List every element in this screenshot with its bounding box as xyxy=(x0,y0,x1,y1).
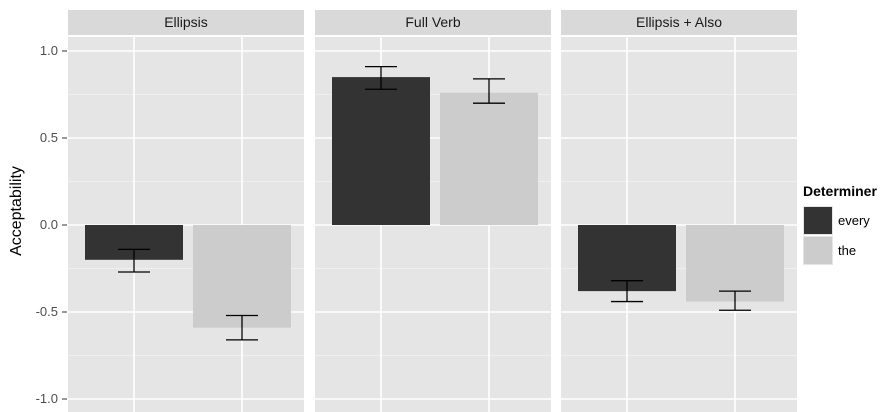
error-bar xyxy=(118,248,150,273)
legend-key-the xyxy=(804,237,832,264)
y-tick-label: 0.5 xyxy=(40,130,58,145)
facet-strip xyxy=(315,10,551,35)
facet-panel: Full Verb xyxy=(315,10,551,412)
facet-panels: Ellipsis Full Verb Ellipsis + Also xyxy=(68,10,797,412)
facet-strip xyxy=(68,10,304,35)
error-bar xyxy=(226,314,258,341)
y-axis-title: Acceptability xyxy=(8,166,25,256)
facet-panel: Ellipsis xyxy=(68,10,304,412)
facet-strip-label: Ellipsis + Also xyxy=(636,14,722,30)
bar-the xyxy=(686,225,784,302)
y-tick-label: 1.0 xyxy=(40,43,58,58)
bar-every xyxy=(332,77,430,225)
facet-strip xyxy=(561,10,797,35)
legend-label: every xyxy=(838,213,870,228)
error-bar xyxy=(473,78,505,104)
y-axis-ticks: 1.0 0.5 0.0 -0.5 -1.0 xyxy=(36,43,67,406)
legend-title: Determiner xyxy=(803,183,877,199)
bar-the xyxy=(193,225,291,328)
error-bar xyxy=(365,66,397,90)
y-tick-label: -0.5 xyxy=(36,304,58,319)
legend-label: the xyxy=(838,243,856,258)
legend: Determiner every the xyxy=(803,183,877,265)
bar-the xyxy=(440,92,538,225)
error-bar xyxy=(719,290,751,311)
y-tick-label: 0.0 xyxy=(40,217,58,232)
facet-strip-label: Full Verb xyxy=(405,14,460,30)
legend-key-every xyxy=(804,207,832,234)
facet-panel: Ellipsis + Also xyxy=(561,10,797,412)
error-bar xyxy=(611,280,643,303)
facet-strip-label: Ellipsis xyxy=(164,14,208,30)
y-tick-label: -1.0 xyxy=(36,391,58,406)
